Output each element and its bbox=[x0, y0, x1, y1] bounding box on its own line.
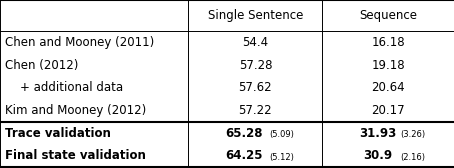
Text: Chen (2012): Chen (2012) bbox=[5, 59, 79, 72]
Text: Kim and Mooney (2012): Kim and Mooney (2012) bbox=[5, 104, 147, 117]
Text: 57.28: 57.28 bbox=[239, 59, 272, 72]
Text: Single Sentence: Single Sentence bbox=[207, 9, 303, 22]
Text: (2.16): (2.16) bbox=[400, 153, 426, 162]
Text: Final state validation: Final state validation bbox=[5, 149, 146, 162]
Text: 20.17: 20.17 bbox=[371, 104, 405, 117]
Text: Sequence: Sequence bbox=[359, 9, 417, 22]
Text: Chen and Mooney (2011): Chen and Mooney (2011) bbox=[5, 36, 155, 49]
Text: 57.62: 57.62 bbox=[238, 81, 272, 94]
Text: (5.12): (5.12) bbox=[269, 153, 294, 162]
Text: 31.93: 31.93 bbox=[360, 127, 397, 140]
Text: (5.09): (5.09) bbox=[269, 130, 294, 139]
Text: 30.9: 30.9 bbox=[364, 149, 393, 162]
Text: 64.25: 64.25 bbox=[225, 149, 263, 162]
Text: Trace validation: Trace validation bbox=[5, 127, 111, 140]
Text: 16.18: 16.18 bbox=[371, 36, 405, 49]
Text: 19.18: 19.18 bbox=[371, 59, 405, 72]
Text: 65.28: 65.28 bbox=[225, 127, 263, 140]
Text: 20.64: 20.64 bbox=[371, 81, 405, 94]
Text: (3.26): (3.26) bbox=[400, 130, 426, 139]
Text: + additional data: + additional data bbox=[5, 81, 123, 94]
Text: 57.22: 57.22 bbox=[238, 104, 272, 117]
Text: 54.4: 54.4 bbox=[242, 36, 268, 49]
